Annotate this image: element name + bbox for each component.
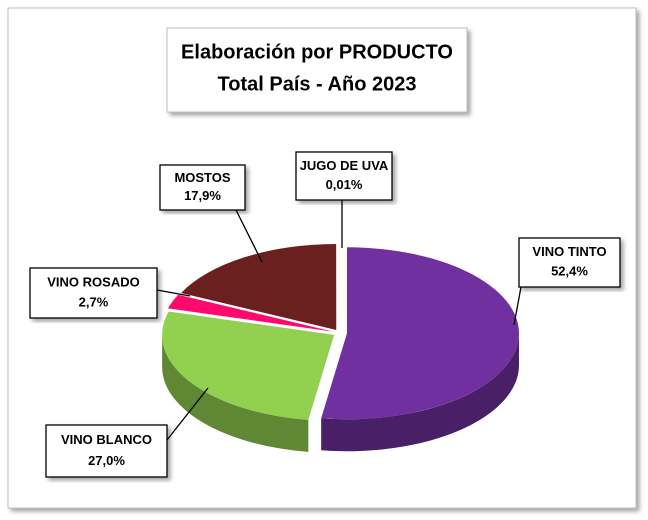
label-name: VINO BLANCO xyxy=(61,432,152,447)
chart-subtitle: Total País - Año 2023 xyxy=(218,73,417,95)
label-value: 52,4% xyxy=(551,264,588,279)
label-name: VINO ROSADO xyxy=(47,274,139,289)
label-name: VINO TINTO xyxy=(532,244,606,259)
label-value: 17,9% xyxy=(184,188,221,203)
label-name: MOSTOS xyxy=(174,170,230,185)
label-name: JUGO DE UVA xyxy=(300,158,389,173)
label-value: 2,7% xyxy=(79,294,109,309)
label-value: 0,01% xyxy=(326,177,363,192)
label-value: 27,0% xyxy=(88,453,125,468)
chart-title: Elaboración por PRODUCTO xyxy=(181,41,453,63)
